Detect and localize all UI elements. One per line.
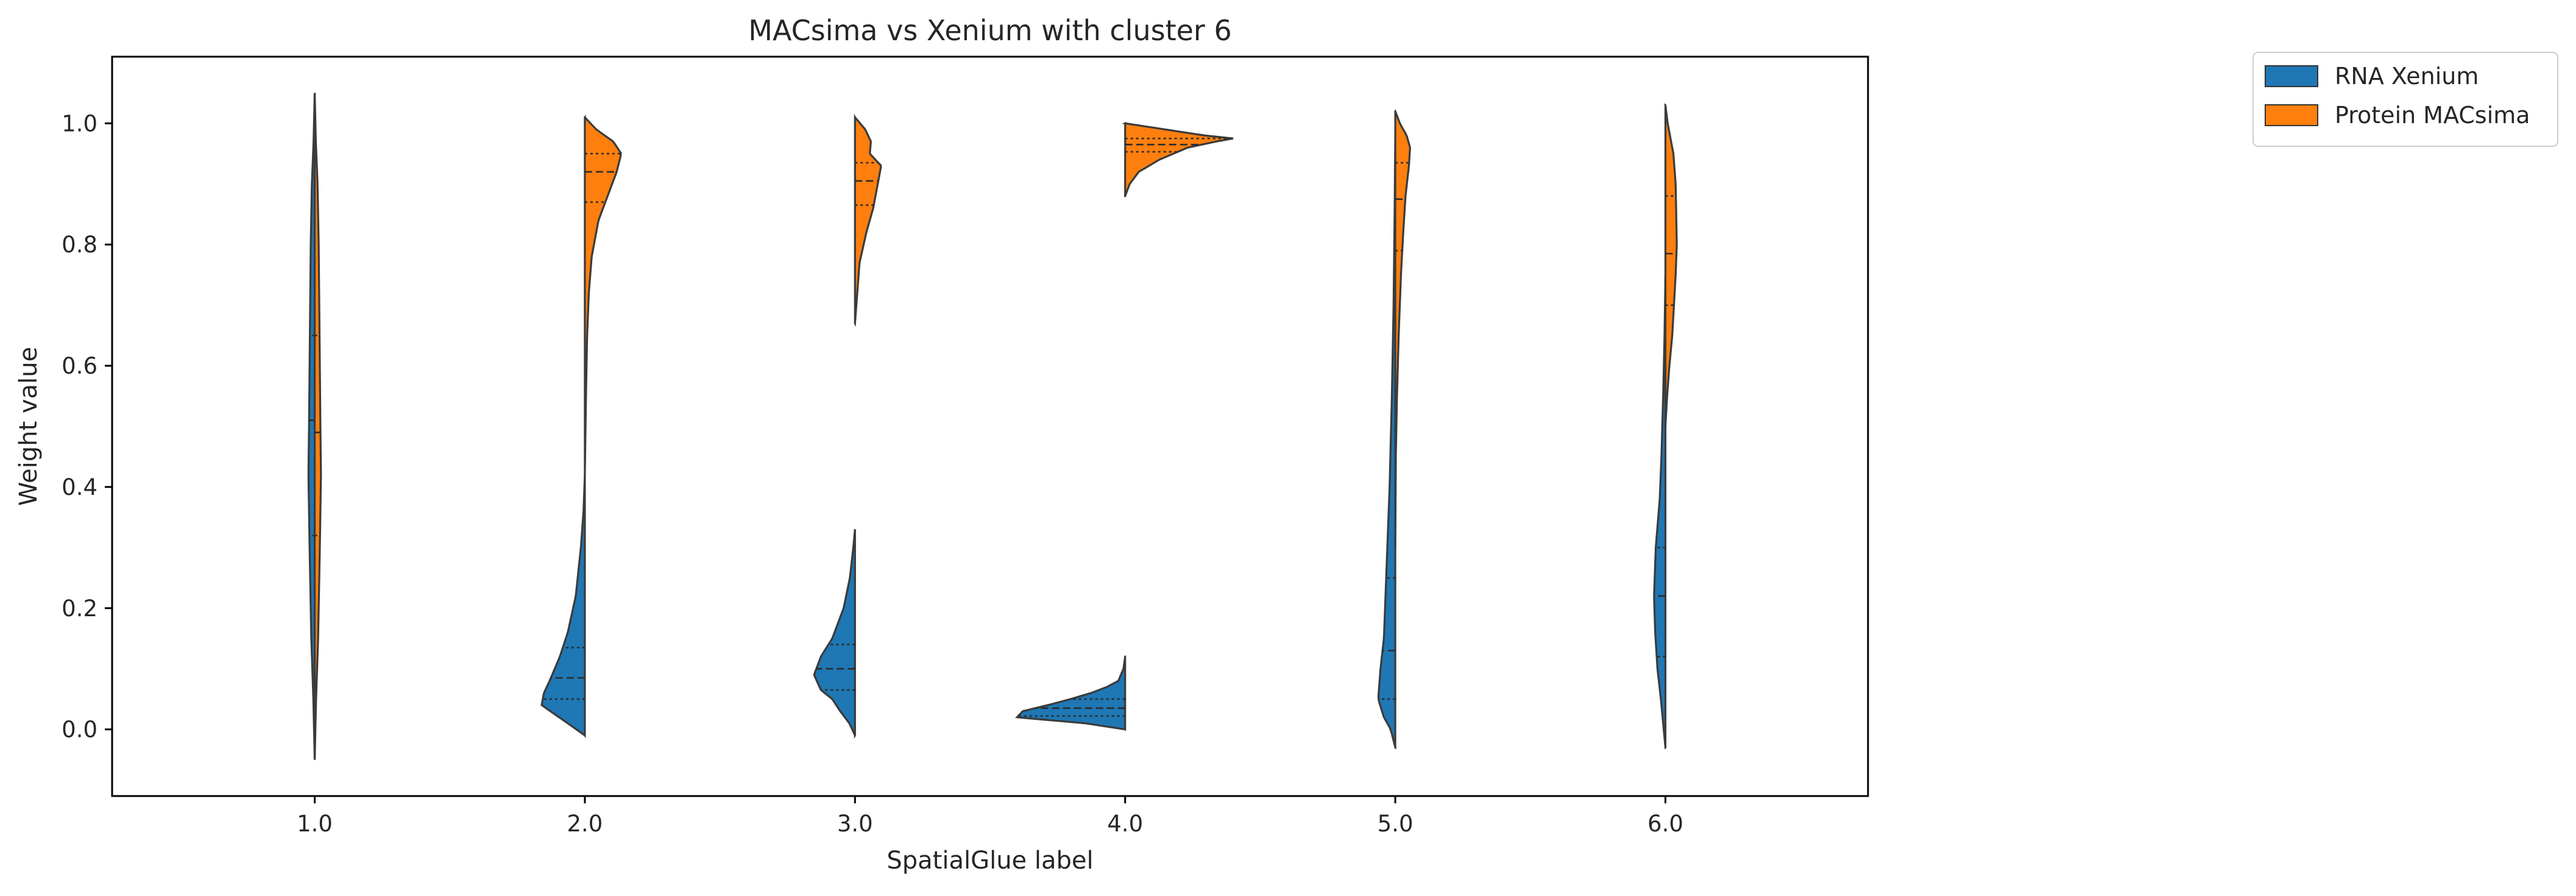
violin-protein-macsima-6-0: [1664, 105, 1678, 427]
violin-rna-xenium-3-0: [813, 529, 856, 736]
legend-label-rna-xenium: RNA Xenium: [2335, 63, 2479, 90]
violin-protein-macsima-4-0: [1124, 122, 1234, 197]
legend-swatch-protein-macsima: [2265, 104, 2318, 126]
violin-rna-xenium-5-0: [1377, 135, 1396, 748]
legend-box: [2252, 52, 2558, 147]
legend: RNA Xenium Protein MACsima: [2252, 52, 2558, 147]
x-tick-label: 6.0: [1647, 811, 1683, 837]
y-tick-label: 0.6: [62, 353, 97, 379]
violin-protein-macsima-2-0: [583, 114, 622, 477]
y-tick-label: 0.0: [62, 717, 97, 743]
axis-layer: 0.0 0.2 0.4 0.6 0.8 1.0 1.0 2.0 3.0 4.0 5.0 6.0: [62, 110, 1683, 837]
violin-rna-xenium-2-0: [540, 473, 586, 737]
violins-layer: [307, 92, 1678, 761]
x-tick-label: 2.0: [567, 811, 603, 837]
x-axis-label: SpatialGlue label: [886, 847, 1093, 875]
violin-protein-macsima-5-0: [1394, 110, 1411, 548]
y-tick-label: 0.2: [62, 596, 97, 622]
violin-rna-xenium-6-0: [1653, 274, 1667, 748]
y-tick-label: 0.8: [62, 232, 97, 258]
legend-swatch-rna-xenium: [2265, 65, 2318, 87]
x-tick-label: 3.0: [837, 811, 873, 837]
y-axis-label: Weight value: [15, 347, 43, 506]
chart-title: MACsima vs Xenium with cluster 6: [748, 14, 1231, 47]
violin-rna-xenium-1-0: [307, 92, 316, 761]
violin-protein-macsima-3-0: [854, 116, 882, 324]
x-tick-label: 1.0: [297, 811, 333, 837]
y-tick-label: 1.0: [62, 110, 97, 137]
violin-protein-macsima-1-0: [313, 92, 322, 761]
plot-frame: [111, 55, 1869, 797]
y-tick-label: 0.4: [62, 474, 97, 500]
x-tick-label: 5.0: [1378, 811, 1414, 837]
x-tick-label: 4.0: [1107, 811, 1143, 837]
legend-label-protein-macsima: Protein MACsima: [2335, 102, 2530, 129]
violin-rna-xenium-4-0: [1014, 656, 1127, 731]
